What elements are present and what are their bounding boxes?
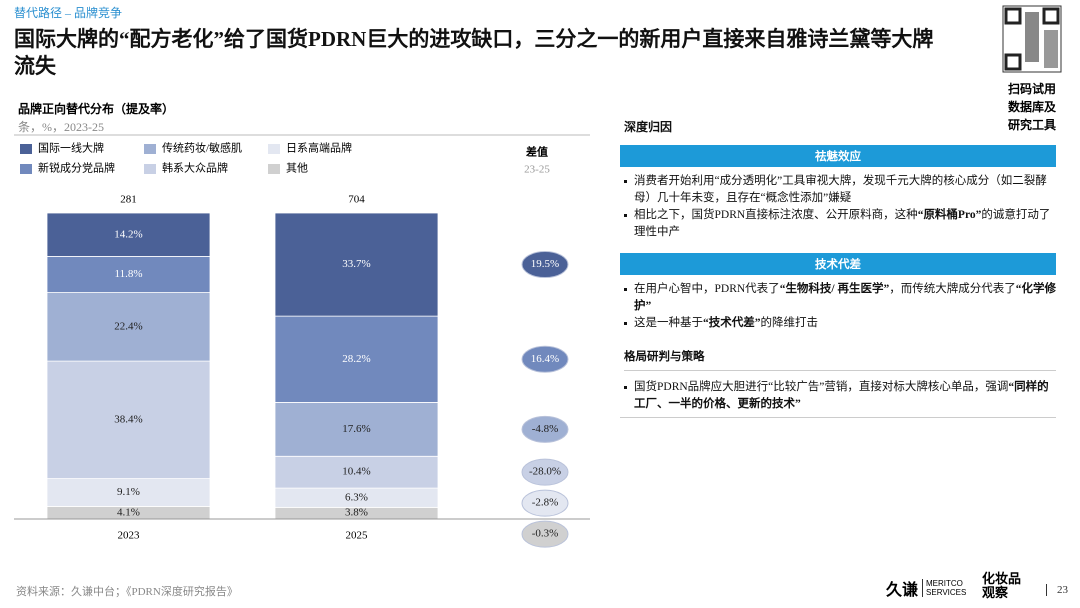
bullet: 在用户心智中，PDRN代表了“生物科技/ 再生医学”，而传统大牌成分代表了“化学… bbox=[620, 281, 1056, 315]
legend-label: 韩系大众品牌 bbox=[162, 161, 228, 175]
bullet-bold: “生物科技/ 再生医学” bbox=[779, 283, 890, 295]
data-label: 10.4% bbox=[342, 466, 370, 478]
legend-label: 新锐成分党品牌 bbox=[38, 161, 115, 175]
legend-label: 日系高端品牌 bbox=[286, 141, 352, 155]
total-label: 281 bbox=[120, 194, 137, 206]
diff-label: -0.3% bbox=[532, 528, 559, 540]
legend-swatch bbox=[268, 164, 280, 174]
bar-segment bbox=[46, 256, 211, 293]
bar-segment bbox=[46, 212, 211, 257]
data-label: 17.6% bbox=[342, 423, 370, 435]
bullet: 消费者开始利用“成分透明化”工具审视大牌，发现千元大牌的核心成分（如二裂酵母）几… bbox=[620, 173, 1056, 207]
data-label: 33.7% bbox=[342, 258, 370, 270]
legend-swatch bbox=[268, 144, 280, 154]
data-label: 14.2% bbox=[114, 228, 142, 240]
panel-title: 深度归因 bbox=[624, 120, 673, 134]
bullet: 这是一种基于“技术代差”的降维打击 bbox=[620, 315, 1056, 332]
bar-segment bbox=[274, 455, 439, 489]
bar-segment bbox=[46, 360, 211, 480]
bar-segment bbox=[46, 292, 211, 362]
page-number: 23 bbox=[1046, 584, 1068, 596]
breadcrumb: 替代路径 – 品牌竞争 bbox=[14, 6, 123, 20]
logo: 化妆品观察 bbox=[982, 571, 1022, 600]
section: 祛魅效应消费者开始利用“成分透明化”工具审视大牌，发现千元大牌的核心成分（如二裂… bbox=[620, 145, 1056, 241]
diff-subtitle: 23-25 bbox=[524, 164, 550, 176]
qr-caption-line: 研究工具 bbox=[1007, 118, 1056, 132]
qr-caption: 扫码试用 数据库及 研究工具 bbox=[1003, 80, 1061, 134]
bullet-bold: “技术代差” bbox=[703, 317, 761, 329]
data-label: 9.1% bbox=[117, 486, 140, 498]
bullet-text: 的降维打击 bbox=[760, 317, 819, 329]
bar-segment bbox=[274, 315, 439, 403]
legend-swatch bbox=[20, 144, 32, 154]
diff-bubble bbox=[521, 489, 569, 517]
data-label: 3.8% bbox=[345, 507, 368, 519]
diff-label: -28.0% bbox=[529, 466, 561, 478]
x-tick-label: 2023 bbox=[118, 530, 141, 542]
qr-code bbox=[1002, 5, 1062, 73]
diff-label: -4.8% bbox=[532, 423, 559, 435]
chart-subtitle: 条，%，2023-25 bbox=[18, 120, 104, 134]
qr-caption-line: 数据库及 bbox=[1007, 100, 1056, 114]
bullet-text: 在用户心智中，PDRN代表了 bbox=[634, 283, 780, 295]
bullet: 相比之下，国货PDRN直接标注浓度、公开原料商，这种“原料桶Pro”的诚意打动了… bbox=[620, 207, 1056, 241]
legend-label: 其他 bbox=[286, 162, 308, 175]
bullet-bold: “同样的工厂、一半的价格、更新的技术” bbox=[634, 381, 1049, 410]
x-tick-label: 2025 bbox=[346, 530, 369, 542]
source: 资料来源：久谦中台；《PDRN深度研究报告》 bbox=[16, 586, 238, 598]
diff-bubble bbox=[521, 520, 569, 548]
bullet-text: ，而传统大牌成分代表了 bbox=[889, 283, 1016, 295]
legend-swatch bbox=[20, 164, 32, 174]
analysis-panel: 深度归因 祛魅效应消费者开始利用“成分透明化”工具审视大牌，发现千元大牌的核心成… bbox=[620, 118, 1056, 430]
logo-sub: MERITCO SERVICES bbox=[922, 579, 972, 597]
data-label: 4.1% bbox=[117, 506, 140, 518]
bullet-text: 相比之下，国货PDRN直接标注浓度、公开原料商，这种 bbox=[634, 209, 918, 221]
qr-caption-line: 扫码试用 bbox=[1007, 82, 1056, 96]
diff-bubble bbox=[521, 415, 569, 443]
section-title: 技术代差 bbox=[620, 253, 1056, 275]
bullet: 国货PDRN品牌应大胆进行“比较广告”营销，直接对标大牌核心单品，强调“同样的工… bbox=[620, 379, 1056, 418]
section: 格局研判与策略国货PDRN品牌应大胆进行“比较广告”营销，直接对标大牌核心单品，… bbox=[620, 348, 1056, 418]
diff-label: 19.5% bbox=[531, 258, 559, 270]
bullet-bold: “化学修护” bbox=[634, 283, 1057, 312]
logo: 久谦 MERITCO SERVICES bbox=[886, 576, 972, 600]
chart-title: 品牌正向替代分布（提及率） bbox=[18, 102, 175, 116]
legend-swatch bbox=[144, 164, 156, 174]
bullet-text: 这是一种基于 bbox=[634, 317, 703, 329]
data-label: 38.4% bbox=[114, 413, 142, 425]
data-label: 11.8% bbox=[114, 268, 142, 280]
section-title: 格局研判与策略 bbox=[624, 348, 1056, 371]
data-label: 6.3% bbox=[345, 491, 368, 503]
slide-title: 国际大牌的“配方老化”给了国货PDRN巨大的进攻缺口，三分之一的新用户直接来自雅… bbox=[14, 27, 934, 78]
diff-title: 差值 bbox=[526, 145, 548, 159]
bullet-text: 国货PDRN品牌应大胆进行“比较广告”营销，直接对标大牌核心单品，强调 bbox=[634, 381, 1009, 393]
diff-label: -2.8% bbox=[532, 497, 559, 509]
diff-bubble bbox=[521, 345, 569, 373]
legend-swatch bbox=[144, 144, 156, 154]
diff-bubble bbox=[521, 458, 569, 486]
total-label: 704 bbox=[348, 194, 365, 206]
diff-bubble bbox=[521, 251, 569, 279]
legend-label: 传统药妆/敏感肌 bbox=[162, 141, 242, 155]
bar-segment bbox=[274, 402, 439, 457]
legend-label: 国际一线大牌 bbox=[38, 141, 104, 155]
bullet-text: 消费者开始利用“成分透明化”工具审视大牌，发现千元大牌的核心成分（如二裂酵母）几… bbox=[634, 175, 1047, 204]
data-label: 22.4% bbox=[114, 320, 142, 332]
diff-label: 16.4% bbox=[531, 353, 559, 365]
section: 技术代差在用户心智中，PDRN代表了“生物科技/ 再生医学”，而传统大牌成分代表… bbox=[620, 253, 1056, 332]
logo-text: 久谦 bbox=[886, 582, 919, 599]
bar-segment bbox=[274, 212, 439, 317]
section-title: 祛魅效应 bbox=[620, 145, 1056, 167]
bullet-text: 的诚意打动了理性中产 bbox=[634, 209, 1051, 238]
bullet-bold: “原料桶Pro” bbox=[917, 209, 982, 221]
data-label: 28.2% bbox=[342, 353, 370, 365]
